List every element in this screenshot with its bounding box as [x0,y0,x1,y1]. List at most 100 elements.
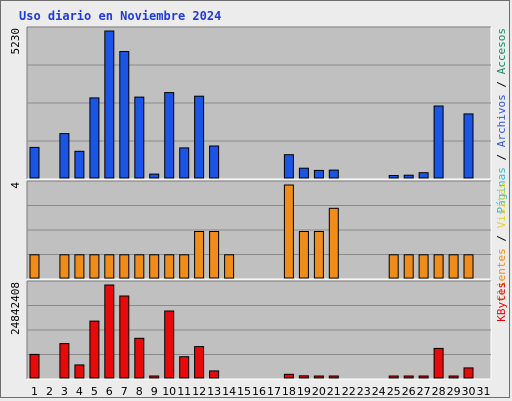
bar-kbytes-day-8 [134,337,145,379]
legend-separator: / [495,228,508,248]
bar-clientes-day-13 [209,231,220,279]
bar-clientes-day-29 [448,254,459,279]
bar-clientes-day-28 [433,254,444,279]
x-tick-label-26: 26 [402,385,416,398]
bar-clientes-day-8 [134,254,145,279]
bar-kbytes-day-5 [89,320,100,379]
bar-kbytes-day-11 [179,356,190,379]
bar-clientes-day-20 [313,231,324,279]
bar-kbytes-day-30 [463,367,474,379]
bar-clientes-day-21 [328,207,339,279]
x-tick-label-4: 4 [76,385,83,398]
x-tick-label-8: 8 [136,385,143,398]
legend-entry-visitas: Visitas [495,182,508,228]
bar-archivos-day-27 [418,172,429,179]
x-tick-label-22: 22 [342,385,356,398]
bar-archivos-day-3 [59,133,70,179]
panel-2: 4 Clientes / Visitas [9,180,508,301]
x-tick-label-6: 6 [106,385,113,398]
bar-kbytes-day-9 [149,375,160,379]
panel-legend: Clientes / Visitas [495,182,508,301]
bar-kbytes-day-28 [433,347,444,379]
bar-clientes-day-14 [224,254,235,279]
bar-clientes-day-27 [418,254,429,279]
bar-archivos-day-25 [388,175,399,179]
bar-kbytes-day-1 [29,353,40,379]
x-tick-label-28: 28 [432,385,446,398]
bar-archivos-day-26 [403,174,414,179]
x-tick-label-25: 25 [387,385,401,398]
x-tick-label-14: 14 [222,385,236,398]
bar-kbytes-day-10 [164,310,175,379]
bar-kbytes-day-18 [283,373,294,379]
x-tick-label-31: 31 [477,385,491,398]
bar-archivos-day-30 [463,113,474,179]
x-tick-label-5: 5 [91,385,98,398]
bar-kbytes-day-3 [59,343,70,379]
x-tick-label-19: 19 [297,385,311,398]
bar-archivos-day-19 [298,167,309,179]
bar-kbytes-day-27 [418,375,429,379]
x-tick-label-24: 24 [372,385,386,398]
bar-clientes-day-25 [388,254,399,279]
legend-entry-kbytes: KBytes [495,282,508,322]
bar-clientes-day-30 [463,254,474,279]
x-tick-label-21: 21 [327,385,341,398]
x-tick-label-1: 1 [31,385,38,398]
bar-clientes-day-1 [29,254,40,279]
bar-archivos-day-18 [283,154,294,179]
x-tick-label-2: 2 [46,385,53,398]
bar-archivos-day-7 [119,51,130,179]
x-tick-label-13: 13 [207,385,221,398]
chart-panels: 5230 Páginas / Archivos / Accesos 4 Cliente… [9,26,508,380]
legend-separator: / [495,147,508,167]
bar-kbytes-day-29 [448,375,459,379]
legend-separator: / [495,74,508,94]
x-tick-label-20: 20 [312,385,326,398]
bar-clientes-day-18 [283,184,294,279]
bar-archivos-day-5 [89,97,100,179]
legend-entry-páginas: Páginas [495,167,508,213]
bar-clientes-day-26 [403,254,414,279]
x-tick-label-15: 15 [237,385,251,398]
bar-kbytes-day-25 [388,375,399,379]
legend-entry-clientes: Clientes [495,248,508,301]
panel-legend: Páginas / Archivos / Accesos [495,28,508,213]
chart-title: Uso diario en Noviembre 2024 [19,9,221,23]
x-tick-label-9: 9 [151,385,158,398]
x-tick-label-18: 18 [282,385,296,398]
bar-kbytes-day-19 [298,375,309,379]
bar-kbytes-day-4 [74,364,85,379]
panel-legend: KBytes [495,282,508,322]
x-tick-label-16: 16 [252,385,266,398]
bar-archivos-day-12 [194,95,205,179]
bar-archivos-day-9 [149,173,160,179]
bar-archivos-day-13 [209,145,220,179]
bar-clientes-day-4 [74,254,85,279]
bar-clientes-day-19 [298,231,309,279]
bar-clientes-day-6 [104,254,115,279]
bar-kbytes-day-7 [119,295,130,379]
bar-archivos-day-1 [29,146,40,179]
x-axis-ticks: 1 2 3 4 5 6 7 8 9 10 11 12 13 14 15 16 17 18 19 20 21 22 23 24 2… [31,385,491,398]
x-tick-label-23: 23 [357,385,371,398]
x-tick-label-12: 12 [192,385,206,398]
bar-kbytes-day-21 [328,375,339,379]
x-tick-label-17: 17 [267,385,281,398]
bar-archivos-day-21 [328,169,339,179]
bar-kbytes-day-13 [209,370,220,379]
bar-kbytes-day-6 [104,284,115,379]
y-max-label: 5230 [9,28,22,55]
panel-3: 24842408 KBytes [9,280,508,380]
bar-clientes-day-3 [59,254,70,279]
x-tick-label-30: 30 [462,385,476,398]
panel-1: 5230 Páginas / Archivos / Accesos [9,26,508,213]
bar-clientes-day-11 [179,254,190,279]
x-tick-label-7: 7 [121,385,128,398]
bar-kbytes-day-20 [313,375,324,379]
bar-archivos-day-6 [104,30,115,179]
bar-archivos-day-20 [313,169,324,179]
bar-kbytes-day-26 [403,375,414,379]
